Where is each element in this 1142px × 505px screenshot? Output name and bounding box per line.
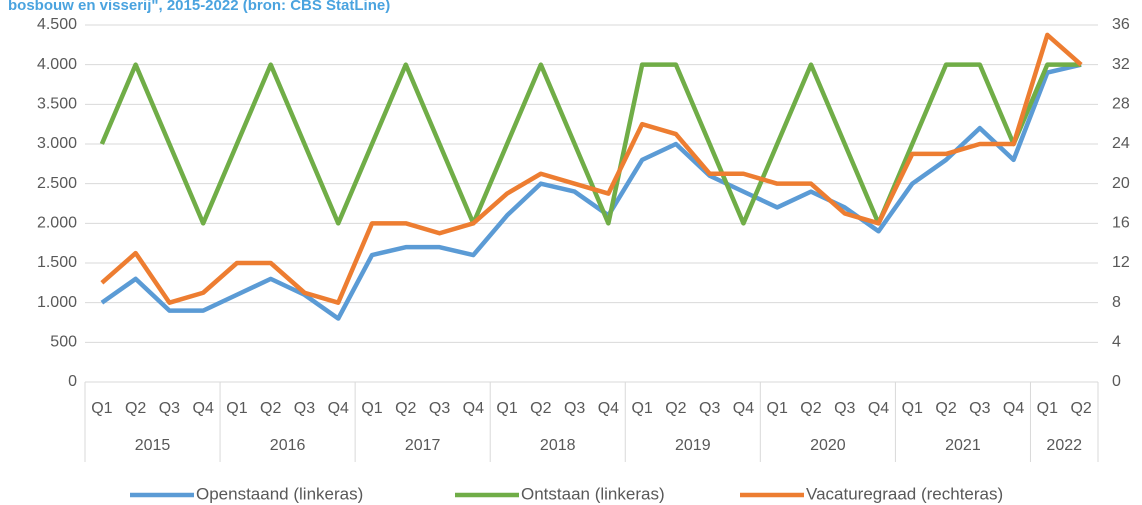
x-tick-label: Q1	[767, 400, 788, 417]
x-tick-label: Q1	[496, 400, 517, 417]
y-tick-label: 3.000	[37, 135, 77, 152]
x-tick-label: Q4	[1003, 400, 1024, 417]
x-tick-label: Q4	[193, 400, 214, 417]
x-tick-label: Q4	[733, 400, 754, 417]
y2-tick-label: 28	[1112, 96, 1130, 113]
legend-label: Ontstaan (linkeras)	[521, 484, 665, 503]
x-tick-label: Q3	[834, 400, 855, 417]
x-tick-label: Q3	[699, 400, 720, 417]
x-group-label: 2022	[1046, 437, 1082, 454]
x-tick-label: Q3	[429, 400, 450, 417]
y2-tick-label: 4	[1112, 334, 1121, 351]
x-tick-label: Q2	[665, 400, 686, 417]
x-group-label: 2020	[810, 437, 846, 454]
chart-title: bosbouw en visserij", 2015-2022 (bron: C…	[8, 0, 390, 14]
x-tick-label: Q1	[226, 400, 247, 417]
y2-tick-label: 36	[1112, 16, 1130, 33]
y-tick-label: 0	[68, 373, 77, 390]
x-tick-label: Q1	[902, 400, 923, 417]
x-group-label: 2016	[270, 437, 306, 454]
x-tick-label: Q2	[260, 400, 281, 417]
x-group-label: 2015	[135, 437, 171, 454]
x-tick-label: Q2	[395, 400, 416, 417]
x-group-label: 2018	[540, 437, 576, 454]
y2-tick-label: 24	[1112, 135, 1130, 152]
x-tick-label: Q2	[530, 400, 551, 417]
x-tick-label: Q4	[868, 400, 889, 417]
y2-tick-label: 0	[1112, 373, 1121, 390]
x-tick-label: Q3	[159, 400, 180, 417]
y-tick-label: 500	[50, 334, 77, 351]
x-tick-label: Q4	[598, 400, 619, 417]
y-tick-label: 4.000	[37, 56, 77, 73]
x-tick-label: Q2	[1070, 400, 1091, 417]
x-tick-label: Q1	[1037, 400, 1058, 417]
x-tick-label: Q1	[361, 400, 382, 417]
y2-tick-label: 20	[1112, 175, 1130, 192]
legend-label: Vacaturegraad (rechteras)	[806, 484, 1003, 503]
y2-tick-label: 8	[1112, 294, 1121, 311]
x-tick-label: Q2	[800, 400, 821, 417]
x-tick-label: Q1	[631, 400, 652, 417]
x-tick-label: Q3	[294, 400, 315, 417]
legend-label: Openstaand (linkeras)	[196, 484, 363, 503]
x-tick-label: Q2	[125, 400, 146, 417]
x-group-label: 2019	[675, 437, 711, 454]
y-tick-label: 4.500	[37, 16, 77, 33]
series-line	[99, 62, 1082, 226]
y-tick-label: 2.500	[37, 175, 77, 192]
y2-tick-label: 12	[1112, 254, 1130, 271]
x-tick-label: Q4	[463, 400, 484, 417]
series-line	[100, 62, 1082, 321]
y2-tick-label: 16	[1112, 215, 1130, 232]
x-group-label: 2021	[945, 437, 981, 454]
x-tick-label: Q1	[91, 400, 112, 417]
x-tick-label: Q2	[935, 400, 956, 417]
y2-tick-label: 32	[1112, 56, 1130, 73]
x-tick-label: Q4	[328, 400, 349, 417]
series-line	[100, 32, 1083, 305]
y-tick-label: 1.500	[37, 254, 77, 271]
y-tick-label: 2.000	[37, 215, 77, 232]
y-tick-label: 1.000	[37, 294, 77, 311]
x-tick-label: Q3	[564, 400, 585, 417]
x-tick-label: Q3	[969, 400, 990, 417]
x-group-label: 2017	[405, 437, 441, 454]
y-tick-label: 3.500	[37, 96, 77, 113]
